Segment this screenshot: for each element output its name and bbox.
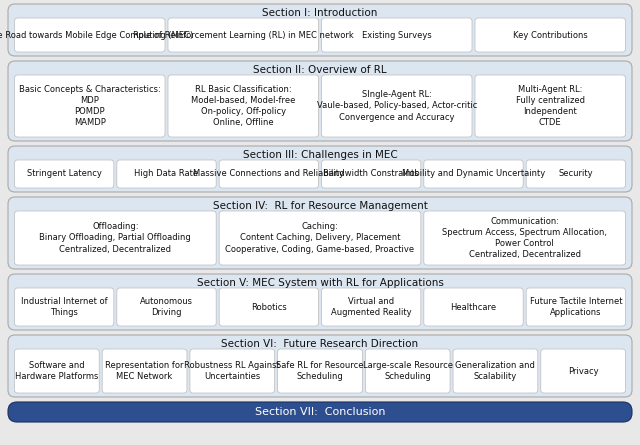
FancyBboxPatch shape: [15, 160, 114, 188]
FancyBboxPatch shape: [321, 160, 421, 188]
FancyBboxPatch shape: [365, 349, 450, 393]
FancyBboxPatch shape: [15, 211, 216, 265]
Text: Industrial Internet of
Things: Industrial Internet of Things: [21, 297, 108, 317]
Text: Generalization and
Scalability: Generalization and Scalability: [456, 361, 536, 381]
FancyBboxPatch shape: [8, 146, 632, 192]
Text: Representation for
MEC Network: Representation for MEC Network: [106, 361, 184, 381]
FancyBboxPatch shape: [321, 288, 421, 326]
Text: Section IV:  RL for Resource Management: Section IV: RL for Resource Management: [212, 201, 428, 211]
Text: Autonomous
Driving: Autonomous Driving: [140, 297, 193, 317]
Text: Safe RL for Resource
Scheduling: Safe RL for Resource Scheduling: [276, 361, 364, 381]
Text: Offloading:
Binary Offloading, Partial Offloading
Centralized, Decentralized: Offloading: Binary Offloading, Partial O…: [40, 222, 191, 254]
FancyBboxPatch shape: [102, 349, 187, 393]
FancyBboxPatch shape: [168, 75, 319, 137]
Text: Section I: Introduction: Section I: Introduction: [262, 8, 378, 18]
FancyBboxPatch shape: [8, 4, 632, 56]
Text: Section II: Overview of RL: Section II: Overview of RL: [253, 65, 387, 75]
Text: Communication:
Spectrum Access, Spectrum Allocation,
Power Control
Centralized, : Communication: Spectrum Access, Spectrum…: [442, 217, 607, 259]
FancyBboxPatch shape: [321, 75, 472, 137]
Text: Robotics: Robotics: [251, 303, 287, 312]
FancyBboxPatch shape: [453, 349, 538, 393]
Text: Massive Connections and Reliability: Massive Connections and Reliability: [193, 170, 344, 178]
FancyBboxPatch shape: [424, 288, 523, 326]
FancyBboxPatch shape: [8, 61, 632, 141]
FancyBboxPatch shape: [219, 211, 421, 265]
Text: The Road towards Mobile Edge Computing (MEC): The Road towards Mobile Edge Computing (…: [0, 31, 193, 40]
Text: Section III: Challenges in MEC: Section III: Challenges in MEC: [243, 150, 397, 160]
FancyBboxPatch shape: [424, 160, 523, 188]
Text: Role of Reinforcement Learning (RL) in MEC network: Role of Reinforcement Learning (RL) in M…: [133, 31, 354, 40]
Text: Bandwidth Constraints: Bandwidth Constraints: [323, 170, 419, 178]
Text: High Data Rate: High Data Rate: [134, 170, 198, 178]
Text: Mobility and Dynamic Uncertainty: Mobility and Dynamic Uncertainty: [402, 170, 545, 178]
FancyBboxPatch shape: [278, 349, 362, 393]
Text: Existing Surveys: Existing Surveys: [362, 31, 431, 40]
Text: Privacy: Privacy: [568, 367, 598, 376]
FancyBboxPatch shape: [15, 349, 99, 393]
FancyBboxPatch shape: [475, 75, 625, 137]
Text: Virtual and
Augmented Reality: Virtual and Augmented Reality: [331, 297, 412, 317]
FancyBboxPatch shape: [8, 197, 632, 269]
FancyBboxPatch shape: [526, 288, 625, 326]
FancyBboxPatch shape: [541, 349, 625, 393]
FancyBboxPatch shape: [15, 18, 165, 52]
FancyBboxPatch shape: [424, 211, 625, 265]
Text: Robustness RL Against
Uncertainties: Robustness RL Against Uncertainties: [184, 361, 280, 381]
FancyBboxPatch shape: [8, 274, 632, 330]
Text: Healthcare: Healthcare: [451, 303, 497, 312]
FancyBboxPatch shape: [321, 18, 472, 52]
Text: Section V: MEC System with RL for Applications: Section V: MEC System with RL for Applic…: [196, 278, 444, 288]
FancyBboxPatch shape: [117, 160, 216, 188]
Text: Large-scale Resource
Scheduling: Large-scale Resource Scheduling: [363, 361, 452, 381]
Text: Stringent Latency: Stringent Latency: [27, 170, 102, 178]
Text: Caching:
Content Caching, Delivery, Placement
Cooperative, Coding, Game-based, P: Caching: Content Caching, Delivery, Plac…: [225, 222, 415, 254]
Text: Basic Concepts & Characteristics:
MDP
POMDP
MAMDP: Basic Concepts & Characteristics: MDP PO…: [19, 85, 161, 127]
Text: RL Basic Classification:
Model-based, Model-free
On-policy, Off-policy
Online, O: RL Basic Classification: Model-based, Mo…: [191, 85, 296, 127]
Text: Key Contributions: Key Contributions: [513, 31, 588, 40]
Text: Section VII:  Conclusion: Section VII: Conclusion: [255, 407, 385, 417]
Text: SIngle-Agent RL:
Vaule-based, Policy-based, Actor-critic
Convergence and Accurac: SIngle-Agent RL: Vaule-based, Policy-bas…: [317, 90, 477, 121]
FancyBboxPatch shape: [15, 75, 165, 137]
FancyBboxPatch shape: [8, 402, 632, 422]
FancyBboxPatch shape: [15, 288, 114, 326]
FancyBboxPatch shape: [117, 288, 216, 326]
FancyBboxPatch shape: [8, 335, 632, 397]
Text: Section VI:  Future Research Direction: Section VI: Future Research Direction: [221, 339, 419, 349]
FancyBboxPatch shape: [168, 18, 319, 52]
FancyBboxPatch shape: [219, 160, 319, 188]
Text: Software and
Hardware Platforms: Software and Hardware Platforms: [15, 361, 99, 381]
FancyBboxPatch shape: [219, 288, 319, 326]
FancyBboxPatch shape: [526, 160, 625, 188]
Text: Multi-Agent RL:
Fully centralized
Independent
CTDE: Multi-Agent RL: Fully centralized Indepe…: [516, 85, 585, 127]
FancyBboxPatch shape: [475, 18, 625, 52]
Text: Security: Security: [559, 170, 593, 178]
FancyBboxPatch shape: [190, 349, 275, 393]
Text: Future Tactile Internet
Applications: Future Tactile Internet Applications: [529, 297, 622, 317]
